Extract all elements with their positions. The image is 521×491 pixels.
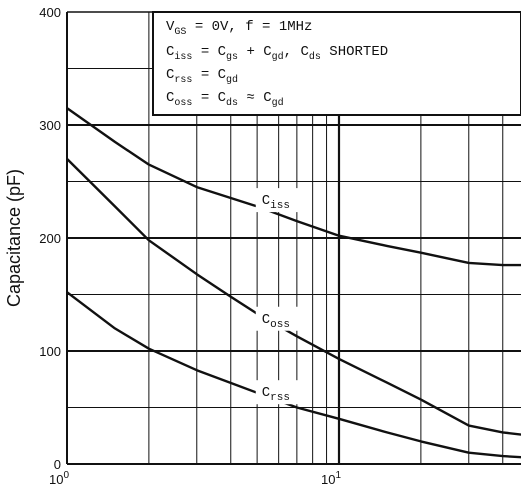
curve-labels: Ciss Coss Crss [255,188,308,405]
curve-label-bg-oss [255,306,308,331]
annotation-line-1: VGS = 0V, f = 1MHz [166,19,312,38]
annotation-line-3: Crss = Cgd [166,67,238,86]
curve-label-bg-rss [255,380,308,405]
x-tick-label-10: 101 [321,470,341,487]
curve-rss [66,291,521,459]
x-tick-label-1: 100 [49,470,69,487]
y-tick-label-100: 100 [39,344,61,359]
curve-iss [66,107,521,267]
curve-label-oss: Coss [262,312,290,331]
y-tick-label-300: 300 [39,118,61,133]
annotation-box: VGS = 0V, f = 1MHz Ciss = Cgs + Cgd, Cds… [152,11,521,116]
annotation-line-2: Ciss = Cgs + Cgd, Cds SHORTED [166,44,388,63]
annotation-line-4: Coss = Cds ≈ Cgd [166,90,284,109]
y-tick-label-0: 0 [54,457,61,472]
curve-label-rss: Crss [262,385,290,404]
curve-label-bg-iss [255,188,308,213]
y-tick-label-400: 400 [39,5,61,20]
curve-oss [66,158,521,436]
y-tick-label-200: 200 [39,231,61,246]
y-axis-label: Capacitance (pF) [4,169,24,307]
curve-label-iss: Ciss [262,193,290,212]
curves [66,107,521,459]
